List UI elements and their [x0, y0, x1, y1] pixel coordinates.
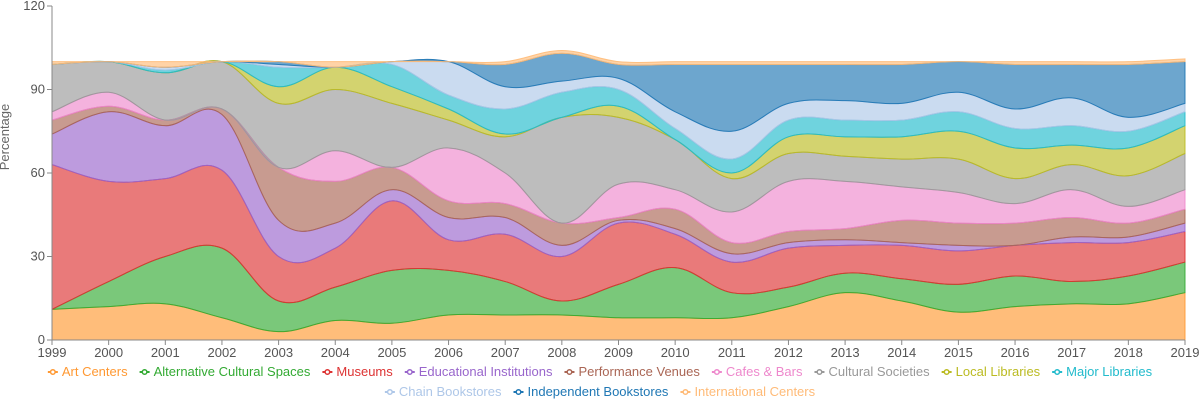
x-tick-label: 2005 — [377, 345, 406, 360]
legend-item-cafes-bars[interactable]: Cafes & Bars — [711, 364, 803, 379]
x-tick-label: 2002 — [207, 345, 236, 360]
legend-item-major-libraries[interactable]: Major Libraries — [1052, 364, 1153, 379]
x-tick-label: 2013 — [831, 345, 860, 360]
legend-label: Art Centers — [62, 364, 128, 379]
legend-item-educational-institutions[interactable]: Educational Institutions — [404, 364, 553, 379]
legend-marker-dot — [943, 368, 950, 376]
x-tick-label: 2011 — [718, 345, 746, 360]
legend-item-independent-bookstores[interactable]: Independent Bookstores — [513, 384, 669, 399]
legend-label: Major Libraries — [1066, 364, 1152, 379]
legend-item-chain-bookstores[interactable]: Chain Bookstores — [384, 384, 502, 399]
legend-marker-dot — [515, 388, 522, 396]
legend-marker-dot — [386, 388, 393, 396]
legend-marker-dot — [406, 368, 413, 376]
x-tick-label: 2009 — [604, 345, 633, 360]
legend[interactable]: Art Centers Alternative Cultural Spaces Mu… — [47, 364, 1153, 399]
x-tick-label: 2008 — [547, 345, 576, 360]
x-tick-label: 2001 — [151, 345, 180, 360]
x-tick-label: 2012 — [774, 345, 803, 360]
x-tick-label: 2007 — [491, 345, 520, 360]
x-tick-label: 2015 — [944, 345, 973, 360]
legend-label: Independent Bookstores — [528, 384, 669, 399]
legend-item-international-centers[interactable]: International Centers — [680, 384, 816, 399]
y-tick-label: 120 — [23, 0, 45, 13]
legend-marker-dot — [566, 368, 573, 376]
y-tick-label: 90 — [31, 82, 45, 97]
legend-marker-dot — [816, 368, 823, 376]
x-tick-label: 2018 — [1114, 345, 1143, 360]
legend-label: Chain Bookstores — [399, 384, 502, 399]
legend-marker-dot — [682, 388, 689, 396]
legend-item-local-libraries[interactable]: Local Libraries — [941, 364, 1041, 379]
legend-item-museums[interactable]: Museums — [322, 364, 393, 379]
legend-label: Alternative Cultural Spaces — [154, 364, 311, 379]
x-tick-label: 2004 — [321, 345, 350, 360]
legend-marker-dot — [49, 368, 56, 376]
x-tick-label: 2019 — [1171, 345, 1200, 360]
legend-label: Educational Institutions — [419, 364, 553, 379]
legend-marker-dot — [713, 368, 720, 376]
legend-label: Cafes & Bars — [726, 364, 803, 379]
y-axis-title: Percentage — [0, 104, 12, 171]
legend-label: Local Libraries — [956, 364, 1041, 379]
x-tick-label: 2003 — [264, 345, 293, 360]
legend-marker-dot — [324, 368, 331, 376]
x-tick-label: 2017 — [1057, 345, 1086, 360]
legend-item-art-centers[interactable]: Art Centers — [47, 364, 128, 379]
y-tick-label: 60 — [31, 165, 45, 180]
x-tick-label: 2014 — [887, 345, 916, 360]
x-tick-label: 2000 — [94, 345, 123, 360]
legend-item-cultural-societies[interactable]: Cultural Societies — [814, 364, 930, 379]
area-international-centers[interactable] — [51, 50, 1186, 68]
axes: 0 30 60 90 120 1999 2000 2001 2002 2003 2004 2005 20… — [23, 0, 1199, 360]
legend-marker-dot — [1054, 368, 1061, 376]
area-layers — [51, 50, 1186, 341]
legend-label: Museums — [336, 364, 393, 379]
legend-label: Performance Venues — [578, 364, 700, 379]
legend-label: International Centers — [694, 384, 815, 399]
x-tick-label: 1999 — [38, 345, 67, 360]
y-tick-label: 30 — [31, 249, 45, 264]
x-tick-label: 2006 — [434, 345, 463, 360]
legend-item-performance-venues[interactable]: Performance Venues — [564, 364, 700, 379]
y-tick-label: 0 — [38, 332, 45, 347]
legend-item-alternative-cultural-spaces[interactable]: Alternative Cultural Spaces — [139, 364, 311, 379]
legend-label: Cultural Societies — [828, 364, 930, 379]
legend-marker-dot — [141, 368, 148, 376]
x-tick-label: 2010 — [661, 345, 690, 360]
x-tick-label: 2016 — [1001, 345, 1030, 360]
